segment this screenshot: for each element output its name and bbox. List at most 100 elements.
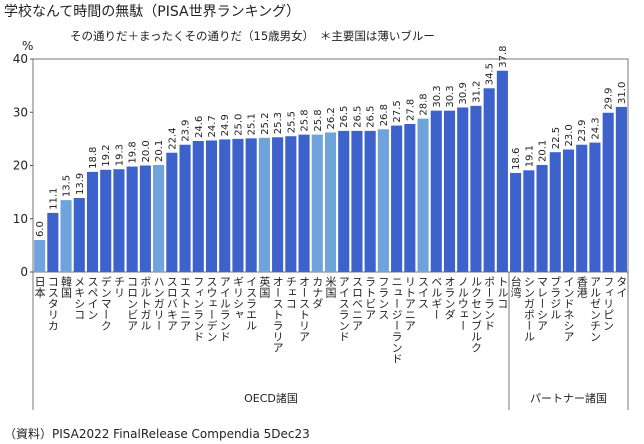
bar [549, 152, 561, 272]
x-tick-label: マレーシア [536, 276, 549, 331]
bar [602, 112, 614, 272]
value-label: 37.8 [498, 45, 509, 67]
x-tick-label: シンガポール [522, 276, 535, 342]
bar [86, 171, 99, 272]
value-label: 34.5 [485, 63, 496, 85]
value-label: 23.9 [181, 119, 192, 141]
value-label: 25.0 [233, 114, 244, 136]
x-tick-label: チリ [112, 276, 125, 298]
value-label: 24.7 [207, 115, 218, 137]
group-label: パートナー諸国 [530, 391, 607, 405]
x-tick-label: ラトビア [364, 276, 377, 320]
value-label: 20.0 [141, 140, 152, 162]
value-label: 19.2 [101, 144, 112, 166]
x-tick-label: コスタリカ [46, 276, 59, 331]
bar [192, 141, 204, 272]
y-tick-label: 30 [13, 105, 28, 119]
y-axis-label: % [22, 39, 33, 53]
x-tick-label: チェコ [284, 276, 297, 309]
bar [232, 138, 244, 272]
x-tick-label: リトアニア [403, 276, 416, 331]
x-tick-label: インドネシア [562, 276, 575, 342]
bar [615, 106, 627, 272]
x-tick-label: フィンランド [192, 276, 205, 342]
value-label: 31.2 [471, 81, 482, 103]
x-tick-label: ブラジル [549, 275, 562, 320]
bar [338, 130, 350, 272]
bar [536, 164, 548, 272]
value-label: 27.5 [392, 100, 403, 122]
x-tick-label: 台湾 [509, 275, 522, 299]
bar [576, 144, 588, 272]
value-label: 25.3 [273, 112, 284, 134]
x-tick-label: スイス [417, 276, 430, 309]
bar [589, 142, 601, 272]
bar [404, 123, 416, 272]
bar [523, 170, 535, 272]
bar [113, 169, 125, 272]
bar [496, 70, 508, 272]
x-tick-label: 米国 [324, 276, 337, 299]
bar [457, 107, 469, 273]
value-label: 20.1 [154, 140, 165, 162]
value-label: 19.1 [524, 145, 535, 167]
x-tick-label: コロンビア [126, 276, 139, 331]
x-tick-label: スウェーデン [205, 276, 218, 342]
bar [285, 136, 297, 272]
x-tick-label: フランス [377, 276, 390, 320]
x-tick-label: エストニア [179, 276, 192, 331]
value-label: 20.1 [538, 140, 549, 162]
bar [430, 110, 442, 272]
bar [258, 137, 270, 272]
bar [47, 212, 59, 272]
x-tick-label: アイルランド [218, 276, 231, 342]
value-label: 25.8 [300, 109, 311, 131]
value-label: 25.5 [286, 111, 297, 133]
x-tick-label: ポルトガル [139, 276, 152, 331]
value-label: 11.1 [48, 188, 59, 210]
value-label: 24.9 [220, 114, 231, 136]
value-label: 26.2 [326, 107, 337, 129]
value-label: 13.5 [62, 175, 73, 197]
value-label: 23.9 [577, 119, 588, 141]
value-label: 26.5 [352, 106, 363, 128]
value-label: 25.8 [313, 109, 324, 131]
bar [311, 134, 323, 272]
bar [377, 129, 389, 272]
x-tick-label: 韓国 [60, 276, 73, 299]
bar [483, 88, 495, 272]
value-label: 30.9 [458, 82, 469, 104]
value-label: 30.3 [432, 85, 443, 107]
value-label: 22.5 [551, 127, 562, 149]
x-tick-label: ルクセンブルク [469, 276, 482, 353]
y-tick-label: 10 [13, 212, 28, 226]
value-label: 23.0 [564, 124, 575, 146]
x-tick-label: アルゼンチン [588, 276, 601, 342]
value-label: 13.9 [75, 173, 86, 195]
source: （資料）PISA2022 FinalRelease Compendia 5Dec… [4, 427, 310, 441]
x-tick-label: デンマーク [99, 275, 112, 331]
x-tick-label: オーストラリア [271, 276, 284, 353]
value-label: 24.6 [194, 116, 205, 138]
bar [126, 166, 138, 272]
bar [510, 172, 522, 272]
x-tick-label: ハンガリー [152, 276, 165, 331]
x-tick-label: オーストリア [298, 276, 311, 342]
value-label: 31.0 [617, 82, 628, 104]
value-label: 30.3 [445, 85, 456, 107]
value-label: 26.5 [366, 106, 377, 128]
x-tick-label: オランダ [443, 276, 456, 320]
x-tick-label: ベルギー [430, 276, 443, 320]
bar [219, 139, 231, 272]
bar [153, 164, 165, 272]
x-tick-label: タイ [615, 276, 628, 298]
bar [562, 149, 575, 272]
value-label: 26.8 [379, 104, 390, 126]
bar [272, 137, 284, 272]
value-label: 18.8 [88, 147, 99, 169]
bar [179, 144, 191, 272]
value-label: 26.5 [339, 106, 350, 128]
bar [391, 125, 403, 272]
value-label: 19.8 [128, 141, 139, 163]
y-tick-label: 40 [13, 52, 28, 66]
